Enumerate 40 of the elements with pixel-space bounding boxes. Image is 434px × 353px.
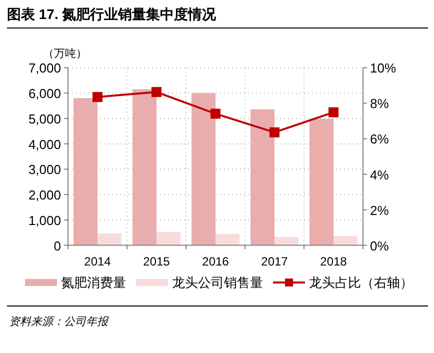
bar bbox=[192, 93, 216, 246]
y-tick-label: 6,000 bbox=[28, 86, 61, 102]
y-tick-label: 5,000 bbox=[28, 111, 61, 126]
y2-tick-label: 10% bbox=[370, 60, 396, 76]
point bbox=[92, 92, 102, 102]
bar bbox=[132, 89, 156, 246]
x-tick-label: 2015 bbox=[143, 254, 170, 268]
bar bbox=[274, 236, 298, 246]
bar bbox=[334, 236, 358, 246]
x-tick-label: 2016 bbox=[202, 254, 230, 268]
bar bbox=[310, 118, 334, 246]
bar bbox=[250, 109, 274, 246]
y-tick-label: 2,000 bbox=[28, 188, 61, 203]
y-tick-label: 0 bbox=[54, 238, 61, 254]
x-tick-label: 2018 bbox=[320, 254, 348, 268]
y2-tick-label: 6% bbox=[370, 132, 390, 147]
y-tick-label: 7,000 bbox=[28, 60, 61, 76]
y2-tick-label: 8% bbox=[370, 96, 390, 112]
point bbox=[210, 108, 220, 119]
y-axis-title: （万吨） bbox=[43, 47, 87, 60]
point bbox=[270, 127, 280, 138]
text: 资料来源：公司年报 bbox=[9, 315, 109, 328]
bar bbox=[74, 98, 98, 246]
y2-tick-label: 0% bbox=[370, 238, 390, 254]
point bbox=[328, 107, 338, 118]
point bbox=[152, 87, 162, 98]
bar bbox=[98, 233, 122, 246]
legend-label: 龙头公司销售量 bbox=[172, 275, 263, 290]
y-tick-label: 1,000 bbox=[28, 212, 61, 228]
x-tick-label: 2014 bbox=[84, 254, 112, 268]
legend-label: 龙头占比（右轴） bbox=[309, 275, 413, 290]
y-tick-label: 3,000 bbox=[28, 162, 61, 178]
bar bbox=[216, 234, 240, 246]
y2-tick-label: 2% bbox=[370, 202, 390, 218]
chart-title: 图表 17. 氮肥行业销量集中度情况 bbox=[7, 6, 218, 22]
bar bbox=[156, 232, 180, 246]
x-tick-label: 2017 bbox=[261, 254, 288, 268]
y-tick-label: 4,000 bbox=[28, 136, 61, 152]
legend-label: 氮肥消费量 bbox=[61, 275, 126, 290]
y2-tick-label: 4% bbox=[370, 167, 390, 182]
